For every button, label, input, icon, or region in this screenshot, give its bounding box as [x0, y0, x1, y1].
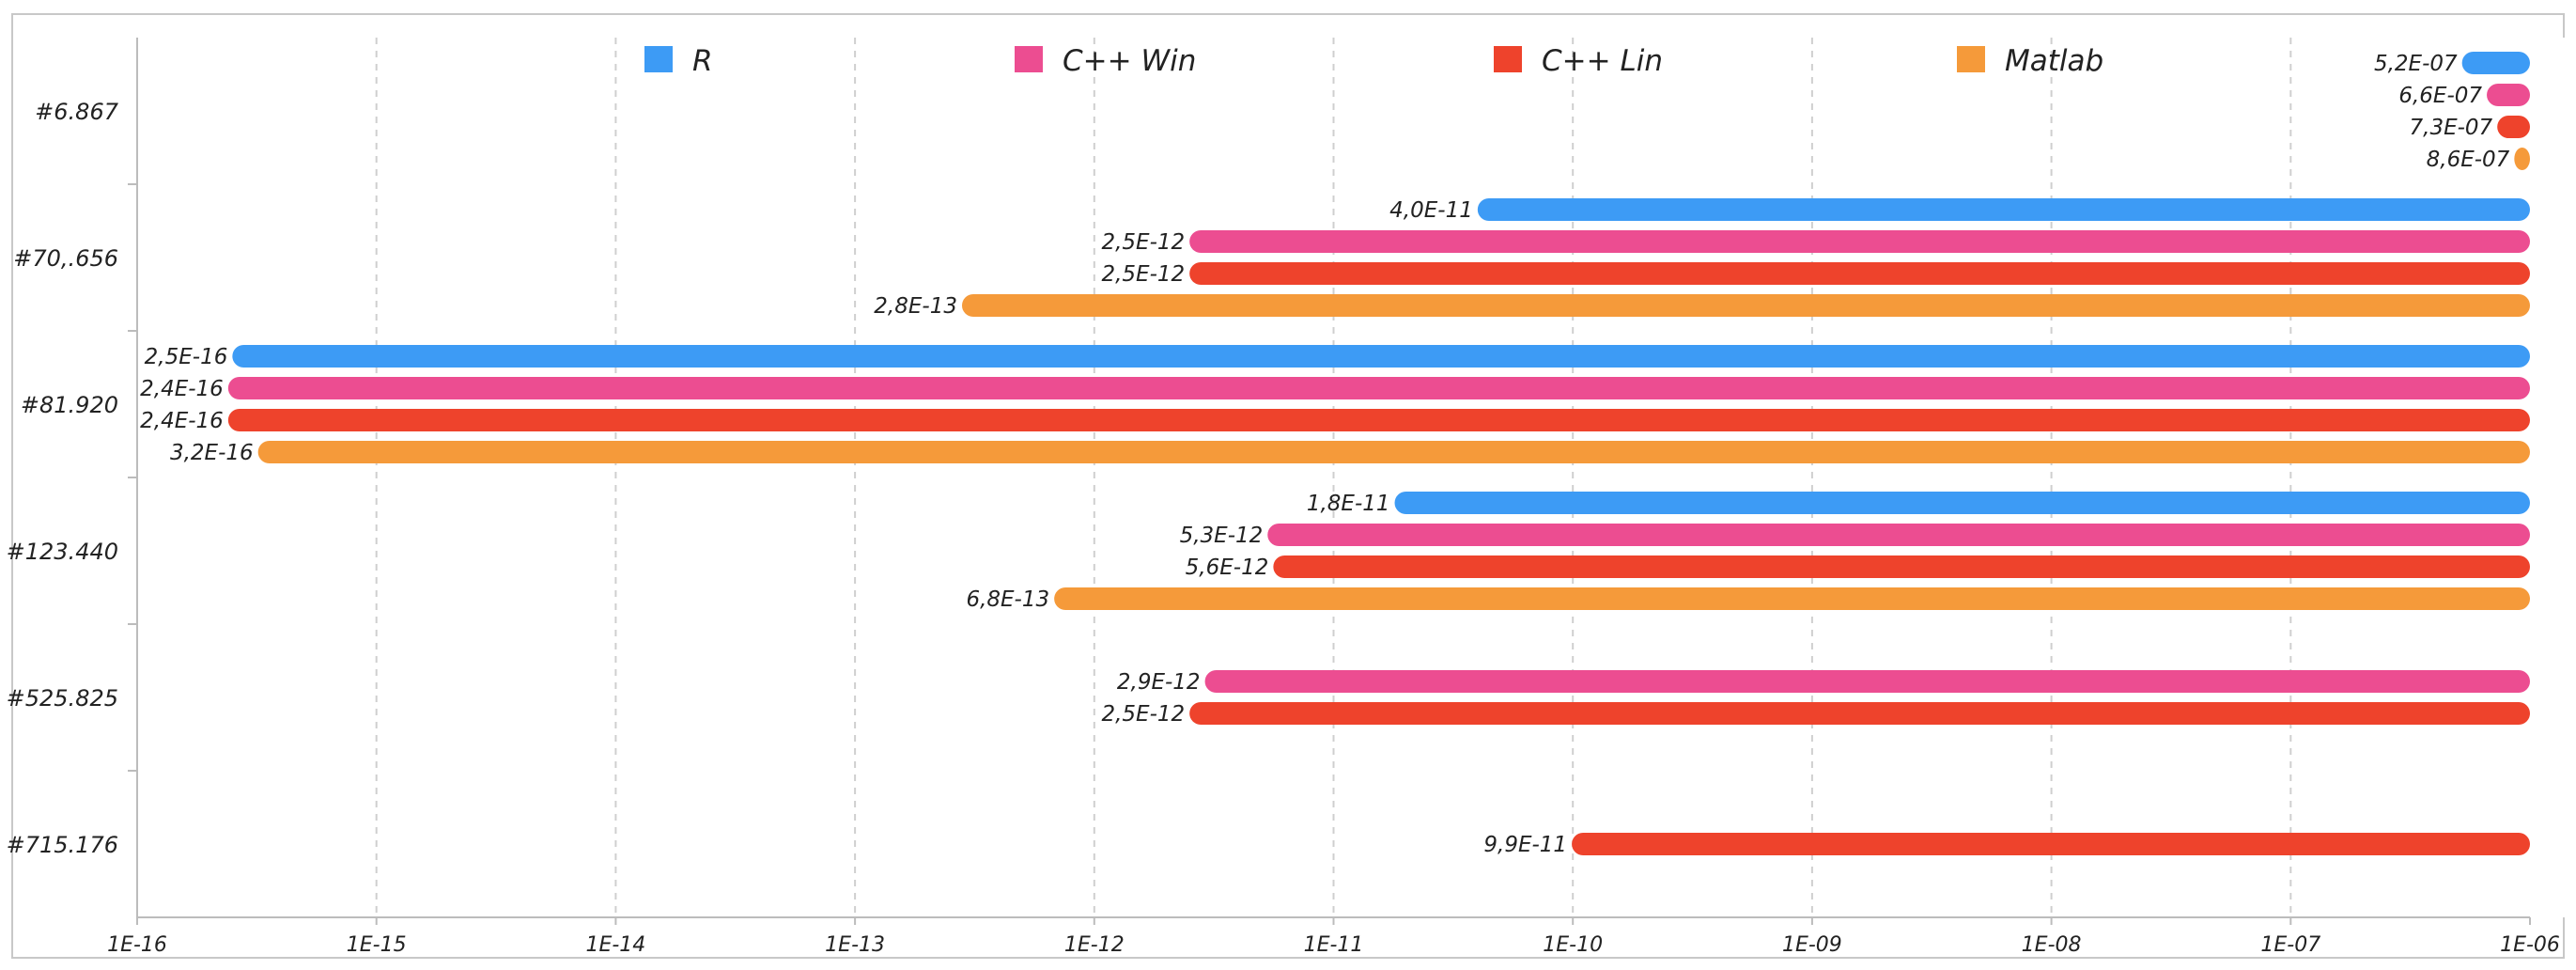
bar: [1204, 670, 2530, 693]
legend-label: Matlab: [2005, 44, 2103, 78]
legend-label: R: [692, 44, 713, 78]
legend-swatch: [1957, 46, 1985, 72]
x-tick-label: 1E-07: [2260, 933, 2320, 957]
category-label: #70,.656: [13, 245, 118, 272]
bar: [961, 294, 2530, 317]
x-tick-label: 1E-12: [1064, 933, 1125, 957]
data-label: 2,5E-12: [1101, 230, 1185, 255]
bar: [2461, 52, 2530, 74]
category-label: #81.920: [21, 392, 118, 418]
data-label: 5,2E-07: [2374, 52, 2458, 76]
data-label: 2,4E-16: [140, 377, 224, 401]
x-tick-label: 1E-06: [2500, 933, 2560, 957]
data-label: 2,5E-16: [145, 345, 228, 369]
legend-swatch: [1015, 46, 1043, 72]
bar: [2497, 116, 2530, 138]
axis-layer: 1E-16 1E-15 1E-14 1E-13 1E-12 1E-11 1E-10 1E-09…: [7, 38, 2560, 957]
x-tick-label: 1E-10: [1543, 933, 1603, 957]
bar: [1394, 492, 2530, 514]
legend-swatch: [644, 46, 673, 72]
data-label: 7,3E-07: [2410, 116, 2493, 140]
bar-layer: 5,2E-07 6,6E-07 7,3E-07 8,6E-07 4,0E-11 2,5E-…: [140, 38, 2568, 917]
data-label: 6,8E-13: [966, 587, 1049, 612]
legend: R C++ Win C++ Lin Matlab: [644, 44, 2103, 78]
data-label: 3,2E-16: [170, 441, 254, 465]
bar: [1273, 555, 2530, 578]
x-tick-label: 1E-16: [107, 933, 167, 957]
legend-label: C++ Win: [1063, 44, 1196, 78]
data-label: 8,6E-07: [2427, 148, 2510, 172]
bar: [2514, 148, 2530, 170]
data-label: 2,5E-12: [1101, 702, 1185, 727]
x-tick-label: 1E-15: [347, 933, 407, 957]
data-label: 6,6E-07: [2398, 84, 2482, 108]
data-label: 2,8E-13: [874, 294, 957, 319]
category-label: #715.176: [7, 832, 118, 858]
legend-label: C++ Lin: [1542, 44, 1663, 78]
data-label: 2,5E-12: [1101, 262, 1185, 287]
data-label: 1,8E-11: [1307, 492, 1390, 516]
x-tick-label: 1E-14: [585, 933, 645, 957]
data-label: 2,9E-12: [1117, 670, 1201, 695]
legend-swatch: [1494, 46, 1522, 72]
data-label: 9,9E-11: [1483, 833, 1567, 857]
plot-right-mask: [2530, 38, 2568, 917]
category-label: #123.440: [7, 539, 118, 565]
bar: [1572, 833, 2530, 855]
data-label: 5,6E-12: [1186, 555, 1269, 580]
bar: [2487, 84, 2530, 106]
bar: [1189, 702, 2530, 725]
category-label: #6.867: [35, 99, 119, 125]
bar: [1189, 262, 2530, 285]
data-label: 5,3E-12: [1180, 524, 1264, 548]
bar: [1477, 198, 2530, 221]
bar: [1054, 587, 2530, 610]
bar: [257, 441, 2531, 463]
x-tick-label: 1E-11: [1304, 933, 1364, 957]
x-tick-label: 1E-08: [2022, 933, 2082, 957]
bar: [1267, 524, 2530, 546]
bar: [232, 345, 2531, 368]
chart-frame: [11, 13, 2565, 959]
bar: [227, 409, 2530, 431]
data-label: 4,0E-11: [1389, 198, 1473, 223]
data-label: 2,4E-16: [140, 409, 224, 433]
x-tick-label: 1E-09: [1782, 933, 1842, 957]
grid-layer: [375, 38, 2292, 917]
bar: [227, 377, 2530, 399]
category-label: #525.825: [7, 685, 118, 712]
x-tick-label: 1E-13: [825, 933, 885, 957]
bar: [1189, 230, 2530, 253]
